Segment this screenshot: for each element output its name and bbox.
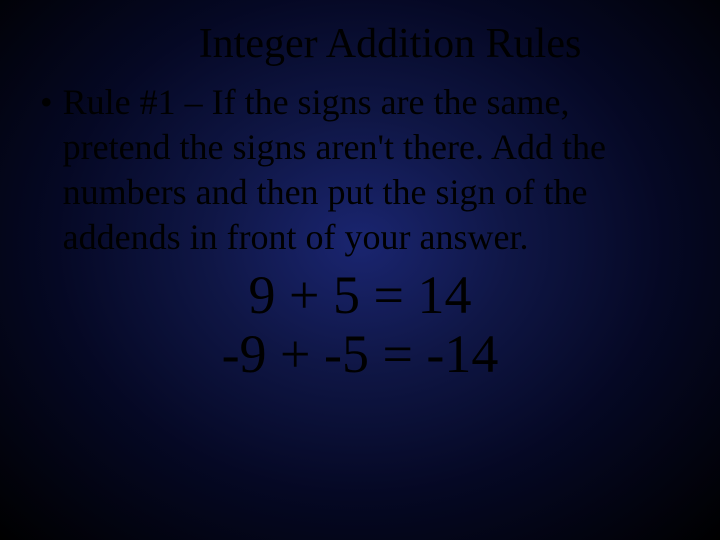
slide-container: Integer Addition Rules • Rule #1 – If th… — [0, 0, 720, 405]
equation-1: 9 + 5 = 14 — [40, 266, 680, 325]
rule-text: Rule #1 – If the signs are the same, pre… — [63, 80, 680, 260]
slide-title: Integer Addition Rules — [100, 20, 680, 68]
equations-block: 9 + 5 = 14 -9 + -5 = -14 — [40, 266, 680, 385]
equation-2: -9 + -5 = -14 — [40, 325, 680, 384]
bullet-marker: • — [40, 80, 53, 125]
bullet-item: • Rule #1 – If the signs are the same, p… — [40, 80, 680, 260]
